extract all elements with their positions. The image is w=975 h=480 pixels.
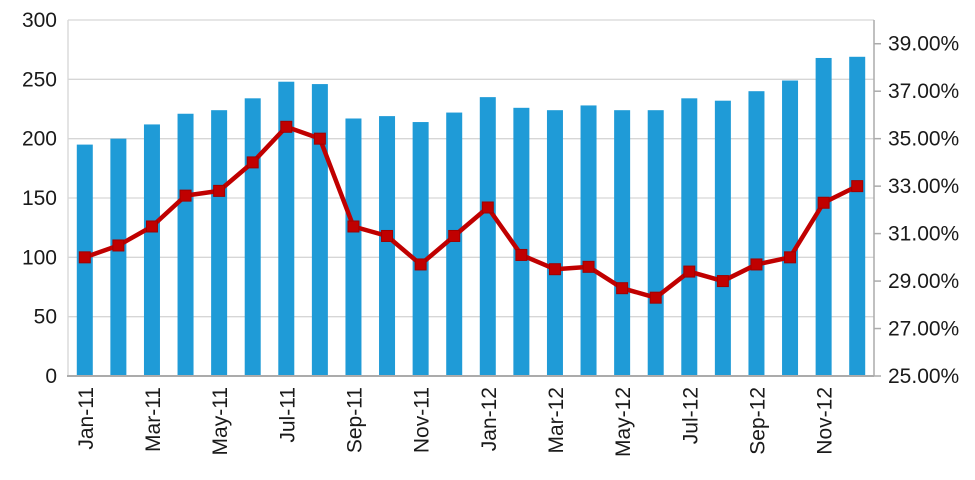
marker-Jul-12 [683,265,696,278]
x-axis-tick-label: Mar-11 [142,387,165,452]
marker-Apr-11 [179,189,192,202]
x-axis-tick-label: Sep-11 [343,387,366,453]
bar-Sep-11 [345,118,362,376]
bar-Jun-12 [647,110,664,376]
bar-Feb-11 [110,138,127,376]
marker-Jan-12 [481,201,494,214]
bar-Apr-12 [580,105,597,376]
marker-Dec-12 [851,180,864,193]
bar-Oct-12 [782,80,799,377]
marker-Dec-11 [448,229,461,242]
x-axis-tick-label: Nov-11 [411,387,434,453]
bar-Jan-12 [479,97,496,376]
x-axis-tick-label: Nov-12 [814,387,837,455]
bar-Nov-12 [815,57,832,377]
bar-Apr-11 [177,113,194,376]
left-axis-tick-label: 250 [22,68,57,91]
bar-Oct-11 [379,116,396,377]
right-axis-tick-label: 33.00% [888,175,959,198]
right-axis-tick-label: 29.00% [888,270,959,293]
marker-Oct-12 [784,251,797,264]
marker-Sep-11 [347,220,360,233]
left-axis-tick-label: 200 [22,128,57,151]
x-axis-tick-label: Sep-12 [746,387,769,455]
marker-Jul-11 [280,120,293,133]
bar-May-12 [614,110,631,376]
right-axis-tick-label: 27.00% [888,318,959,341]
left-axis-tick-label: 300 [22,9,57,32]
bar-Mar-11 [143,124,160,376]
x-axis-tick-label: Jan-11 [75,387,98,450]
bar-Aug-11 [311,84,328,376]
bar-Aug-12 [714,100,731,377]
marker-Mar-12 [548,263,561,276]
right-axis-tick-label: 31.00% [888,223,959,246]
marker-Aug-12 [716,275,729,288]
bar-Jul-11 [278,81,295,376]
bar-May-11 [211,110,228,376]
x-axis-tick-label: Jul-11 [276,387,299,443]
bar-Feb-12 [513,107,530,377]
marker-Oct-11 [381,229,394,242]
marker-May-12 [616,282,629,295]
bar-Sep-12 [748,91,765,376]
bar-Jul-12 [681,98,698,376]
x-axis-tick-label: Jan-12 [478,387,501,451]
left-axis-tick-label: 0 [45,365,57,388]
marker-Nov-12 [817,196,830,209]
marker-Jun-11 [246,156,259,169]
marker-Apr-12 [582,260,595,273]
bar-Jun-11 [244,98,261,376]
right-axis-tick-label: 35.00% [888,128,959,151]
bar-Mar-12 [546,110,563,376]
marker-Mar-11 [145,220,158,233]
marker-Feb-11 [112,239,125,252]
left-axis-tick-label: 100 [22,246,57,269]
marker-Nov-11 [414,258,427,271]
x-axis-tick-label: Jul-12 [679,387,702,444]
right-axis-tick-label: 39.00% [888,33,959,56]
marker-Aug-11 [313,132,326,145]
left-axis-tick-label: 50 [34,306,57,329]
right-axis-tick-label: 25.00% [888,365,959,388]
marker-May-11 [213,184,226,197]
right-axis-tick-label: 37.00% [888,80,959,103]
marker-Jan-11 [78,251,91,264]
x-axis-tick-label: May-12 [612,387,635,457]
marker-Feb-12 [515,248,528,261]
marker-Jun-12 [649,291,662,304]
bar-Nov-11 [412,122,429,376]
left-axis-tick-label: 150 [22,187,57,210]
line-series [84,124,859,300]
bar-Dec-12 [849,56,866,376]
marker-Sep-12 [750,258,763,271]
x-axis-tick-label: Mar-12 [545,387,568,454]
x-axis-tick-label: May-11 [209,387,232,455]
bar-Dec-11 [446,112,463,376]
